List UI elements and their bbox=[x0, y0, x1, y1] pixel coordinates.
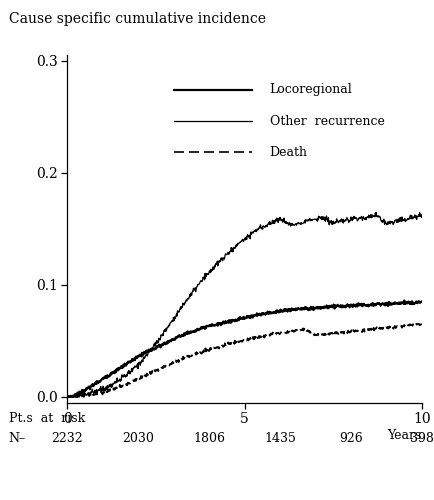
Text: Cause specific cumulative incidence: Cause specific cumulative incidence bbox=[9, 12, 265, 26]
Text: 2030: 2030 bbox=[122, 432, 154, 446]
Text: Other  recurrence: Other recurrence bbox=[269, 114, 384, 128]
Text: Death: Death bbox=[269, 146, 307, 159]
Text: Pt.s  at  risk: Pt.s at risk bbox=[9, 412, 85, 426]
Text: 398: 398 bbox=[409, 432, 433, 446]
Text: N–: N– bbox=[9, 432, 26, 446]
Text: 1435: 1435 bbox=[263, 432, 296, 446]
Text: 2232: 2232 bbox=[52, 432, 83, 446]
Text: 1806: 1806 bbox=[193, 432, 225, 446]
Text: 926: 926 bbox=[339, 432, 362, 446]
Text: Years: Years bbox=[387, 428, 421, 442]
Text: Locoregional: Locoregional bbox=[269, 84, 352, 96]
